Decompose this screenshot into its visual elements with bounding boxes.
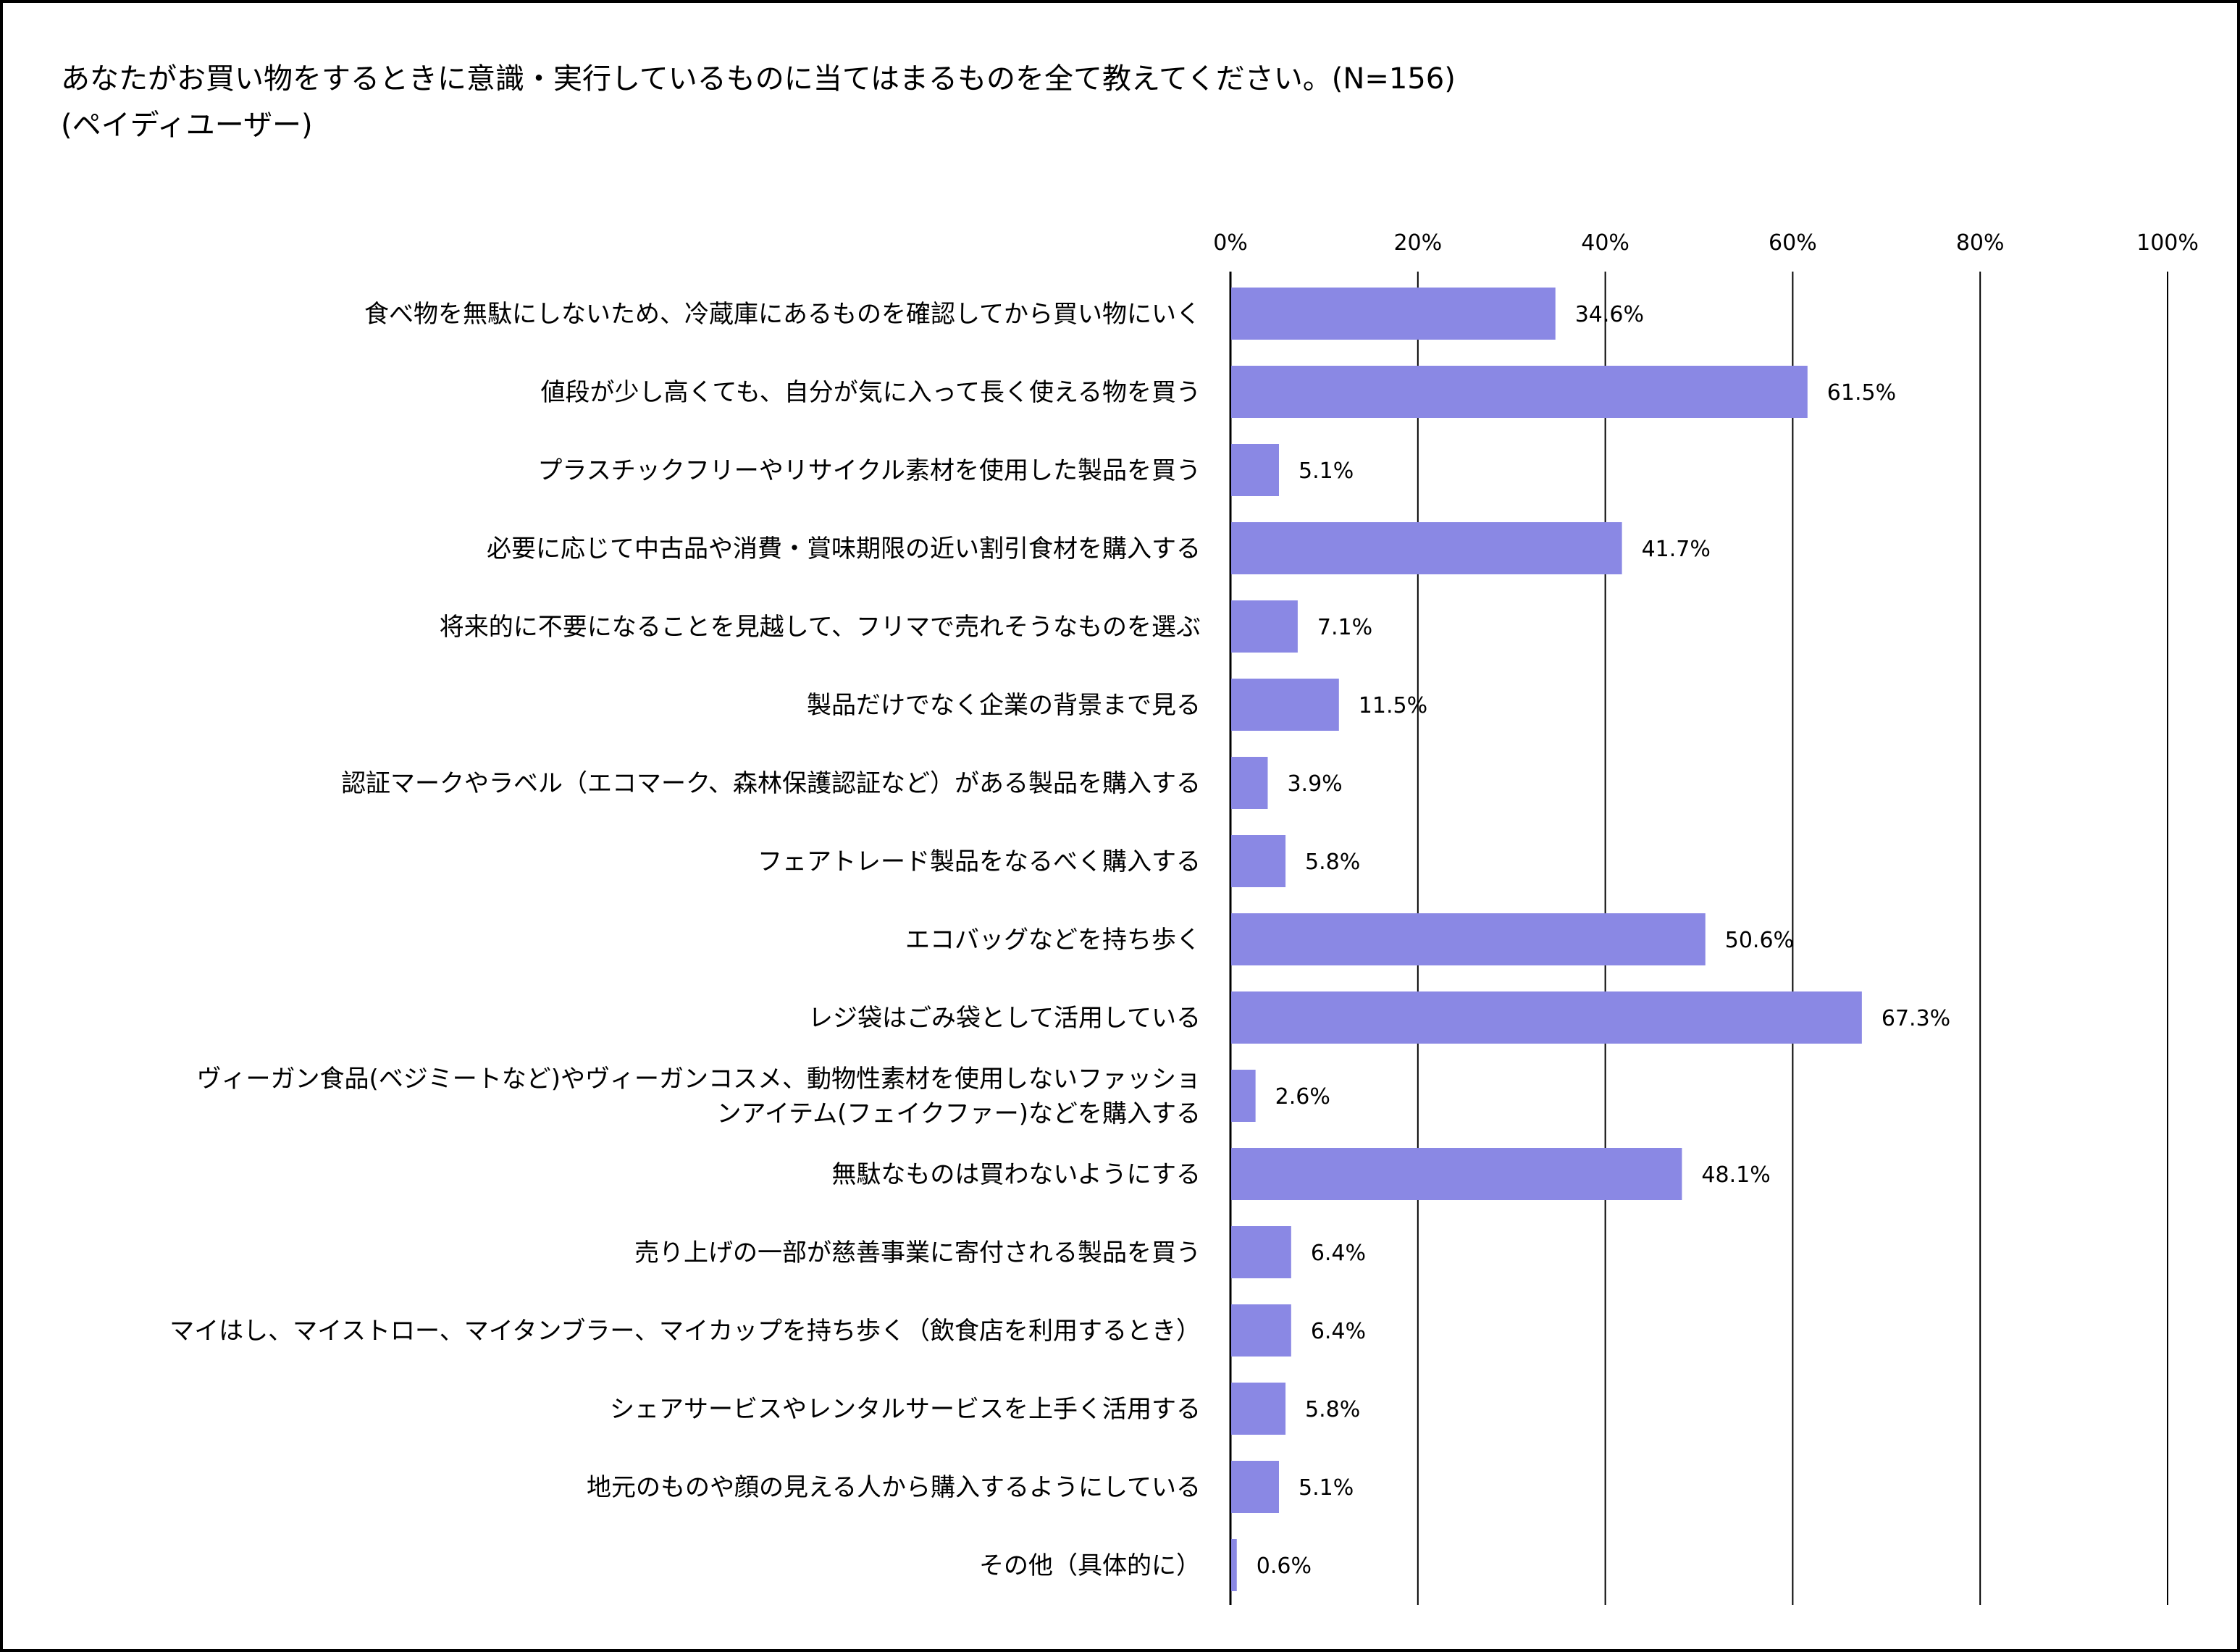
value-label: 48.1%: [1701, 1162, 1770, 1188]
value-label: 5.8%: [1305, 850, 1360, 875]
category-labels: 食べ物を無駄にしないため、冷蔵庫にあるものを確認してから買い物にいく値段が少し高…: [169, 300, 1201, 1580]
value-label: 5.8%: [1305, 1397, 1360, 1422]
value-label: 3.9%: [1287, 771, 1342, 797]
x-tick-label: 40%: [1581, 230, 1629, 256]
category-label: エコバッグなどを持ち歩く: [905, 926, 1201, 955]
category-label: プラスチックフリーやリサイクル素材を使用した製品を買う: [537, 456, 1201, 485]
value-label: 41.7%: [1642, 537, 1711, 562]
bar: [1231, 1383, 1286, 1435]
category-label: 売り上げの一部が慈善事業に寄付される製品を買う: [634, 1238, 1201, 1267]
x-tick-label: 20%: [1393, 230, 1442, 256]
value-label: 67.3%: [1882, 1006, 1950, 1031]
bars: [1231, 288, 1862, 1591]
bar: [1231, 288, 1556, 340]
value-label: 11.5%: [1359, 693, 1427, 718]
bar: [1231, 1304, 1291, 1357]
category-label: 認証マークやラベル（エコマーク、森林保護認証など）がある製品を購入する: [341, 769, 1201, 798]
category-label: その他（具体的に）: [979, 1551, 1201, 1580]
value-label: 5.1%: [1299, 1475, 1354, 1501]
category-label: 無駄なものは買わないようにする: [831, 1160, 1201, 1189]
category-label: 必要に応じて中古品や消費・賞味期限の近い割引食材を購入する: [487, 534, 1201, 563]
category-label: ンアイテム(フェイクファー)などを購入する: [717, 1099, 1201, 1128]
value-labels: 34.6% 61.5% 5.1% 41.7% 7.1% 11.5% 3.9% 5.8% 50.6…: [1257, 302, 1950, 1579]
bar: [1231, 679, 1339, 731]
value-label: 34.6%: [1575, 302, 1644, 327]
chart-subtitle: (ペイディユーザー): [61, 109, 313, 142]
value-label: 6.4%: [1311, 1241, 1366, 1266]
bar: [1231, 366, 1808, 418]
bar: [1231, 522, 1622, 574]
category-label: フェアトレード製品をなるべく購入する: [758, 847, 1201, 876]
bar: [1231, 1226, 1291, 1278]
bar: [1231, 757, 1268, 809]
bar: [1231, 600, 1298, 653]
bar: [1231, 1070, 1256, 1122]
chart-title: あなたがお買い物をするときに意識・実行しているものに当てはまるものを全て教えてく…: [61, 62, 1456, 96]
category-label: シェアサービスやレンタルサービスを上手く活用する: [610, 1395, 1201, 1424]
bar: [1231, 444, 1279, 496]
bar: [1231, 913, 1706, 965]
bar: [1231, 1539, 1237, 1591]
bar: [1231, 991, 1862, 1044]
category-label: ヴィーガン食品(ベジミートなど)やヴィーガンコスメ、動物性素材を使用しないファッ…: [196, 1065, 1201, 1094]
value-label: 0.6%: [1257, 1554, 1312, 1579]
value-label: 5.1%: [1299, 458, 1354, 484]
x-tick-label: 100%: [2136, 230, 2199, 256]
category-label: 製品だけでなく企業の背景まで見る: [807, 691, 1201, 720]
value-label: 7.1%: [1317, 615, 1372, 640]
x-tick-label: 80%: [1956, 230, 2005, 256]
value-label: 61.5%: [1827, 380, 1896, 406]
x-tick-label: 0%: [1213, 230, 1248, 256]
x-tick-label: 60%: [1769, 230, 1817, 256]
category-label: 将来的に不要になることを見越して、フリマで売れそうなものを選ぶ: [440, 613, 1201, 642]
category-label: マイはし、マイストロー、マイタンブラー、マイカップを持ち歩く（飲食店を利用すると…: [169, 1317, 1201, 1346]
category-label: レジ袋はごみ袋として活用している: [808, 1004, 1201, 1033]
axis-ticks: 0% 20% 40% 60% 80% 100%: [1213, 230, 2199, 256]
bar: [1231, 835, 1286, 887]
bar: [1231, 1461, 1279, 1513]
value-label: 2.6%: [1275, 1084, 1330, 1110]
category-label: 食べ物を無駄にしないため、冷蔵庫にあるものを確認してから買い物にいく: [364, 300, 1201, 329]
value-label: 6.4%: [1311, 1319, 1366, 1344]
category-label: 値段が少し高くても、自分が気に入って長く使える物を買う: [540, 378, 1201, 407]
value-label: 50.6%: [1725, 928, 1794, 953]
bar: [1231, 1148, 1682, 1200]
category-label: 地元のものや顔の見える人から購入するようにしている: [587, 1473, 1201, 1502]
